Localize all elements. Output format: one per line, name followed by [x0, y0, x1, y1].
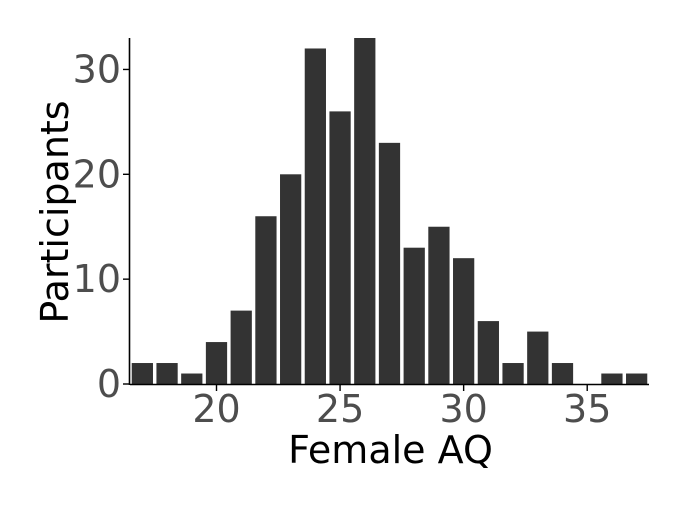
y-axis-ticks: 0 10 20 30: [73, 47, 129, 406]
x-tick-label-35: 35: [563, 387, 611, 431]
bar-27: [378, 142, 401, 384]
bar-29: [428, 226, 450, 384]
y-axis-title: Participants: [33, 100, 77, 323]
y-tick-label-20: 20: [73, 152, 121, 196]
bar-19: [181, 373, 203, 384]
bar-23: [280, 174, 302, 384]
bar-24: [304, 48, 326, 384]
bar-33: [527, 331, 549, 384]
bar-34: [551, 363, 574, 384]
y-tick-label-30: 30: [73, 47, 121, 91]
bar-36: [601, 373, 623, 384]
bar-22: [255, 216, 277, 384]
bar-25: [329, 111, 351, 384]
bar-37: [626, 373, 648, 384]
bar-26: [354, 38, 376, 384]
x-tick-label-25: 25: [316, 387, 364, 431]
bar-31: [477, 321, 499, 384]
x-axis-title: Female AQ: [288, 428, 493, 472]
bar-30: [453, 258, 475, 384]
bar-18: [156, 363, 178, 384]
bar-32: [502, 363, 524, 384]
y-tick-label-0: 0: [97, 362, 121, 406]
x-tick-label-20: 20: [192, 387, 240, 431]
bar-17: [131, 363, 153, 384]
x-tick-label-30: 30: [439, 387, 487, 431]
y-tick-label-10: 10: [73, 257, 121, 301]
x-axis-ticks: 20 25 30 35: [192, 385, 611, 431]
bar-21: [230, 310, 252, 384]
bar-28: [403, 247, 425, 384]
bars-group: [131, 38, 648, 384]
bar-20: [205, 342, 228, 384]
